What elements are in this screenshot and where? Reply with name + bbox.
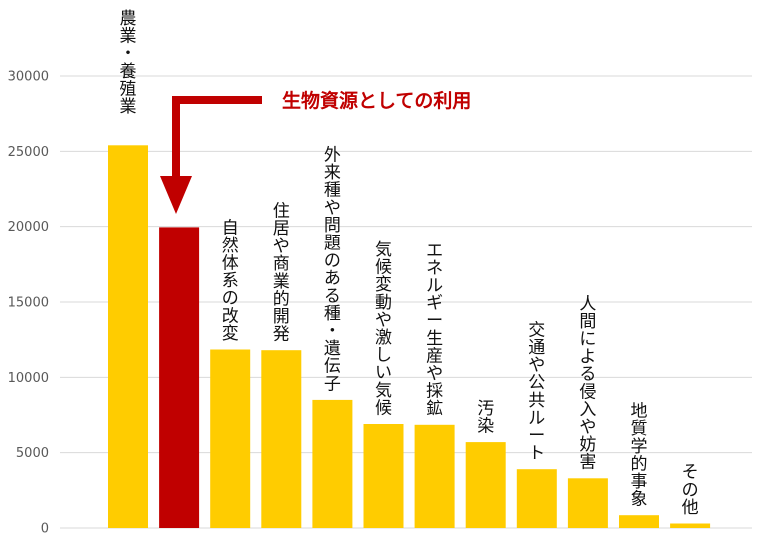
annotation-arrow-shaft: [172, 96, 262, 104]
category-label: 交通や公共ルート: [528, 320, 545, 463]
category-label: その他: [682, 463, 699, 518]
category-label: 農業・養殖業: [120, 9, 137, 117]
y-tick-label: 30000: [8, 70, 49, 85]
y-tick-label: 20000: [8, 220, 49, 235]
y-tick-label: 10000: [8, 371, 49, 386]
bar: [619, 515, 659, 528]
annotation-label: 生物資源としての利用: [282, 89, 471, 112]
category-label: 住居や商業的開発: [273, 201, 290, 344]
bar: [363, 424, 404, 528]
annotation: 生物資源としての利用: [160, 89, 471, 214]
category-label: 汚染: [477, 399, 494, 437]
category-label: エネルギー生産や採鉱: [426, 241, 443, 419]
category-label: 外来種や問題のある種・遺伝子: [324, 146, 341, 395]
y-tick-label: 25000: [8, 145, 49, 160]
bar: [108, 145, 148, 529]
bar: [210, 349, 251, 528]
bar: [567, 478, 608, 528]
bar: [670, 523, 711, 528]
bar: [465, 442, 506, 528]
y-axis-ticks: 0 5000 10000 15000 20000 25000 30000: [8, 70, 49, 536]
bars: [108, 145, 711, 529]
bar: [312, 399, 353, 528]
bar-highlighted: [159, 227, 200, 528]
annotation-arrow-drop: [172, 96, 180, 180]
category-label: 自然体系の改変: [222, 218, 239, 344]
y-tick-label: 0: [41, 522, 49, 536]
y-tick-label: 15000: [8, 296, 49, 311]
category-label: 人間による侵入や妨害: [579, 294, 596, 472]
bar: [261, 350, 302, 528]
category-label: 気候変動や激しい気候: [375, 240, 392, 418]
y-tick-label: 5000: [16, 446, 49, 461]
bar: [516, 469, 557, 528]
bar: [414, 424, 455, 528]
category-label: 地質学的事象: [631, 402, 648, 510]
annotation-arrowhead: [160, 176, 192, 214]
